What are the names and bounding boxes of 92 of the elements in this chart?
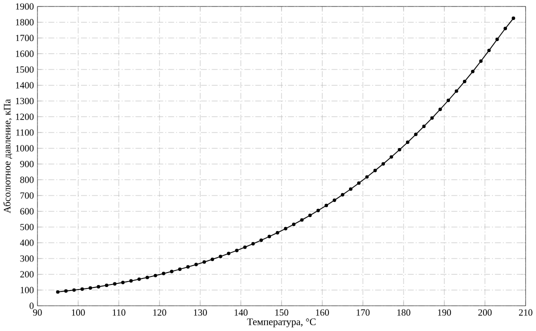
point bbox=[210, 258, 214, 262]
point bbox=[292, 222, 296, 226]
point bbox=[414, 132, 418, 136]
point bbox=[324, 204, 328, 208]
x-tick-label: 140 bbox=[234, 310, 248, 316]
y-tick-label: 1000 bbox=[16, 145, 34, 152]
point bbox=[162, 272, 166, 276]
point bbox=[348, 188, 352, 192]
x-tick-label: 110 bbox=[112, 310, 126, 316]
x-tick-label: 200 bbox=[478, 310, 492, 316]
point bbox=[495, 38, 499, 42]
x-tick-label: 120 bbox=[153, 310, 166, 316]
point bbox=[113, 282, 116, 286]
point bbox=[235, 249, 239, 252]
point bbox=[398, 148, 402, 152]
point bbox=[80, 288, 84, 292]
point bbox=[512, 16, 516, 20]
point bbox=[202, 260, 206, 264]
y-tick-label: 600 bbox=[20, 208, 34, 215]
y-tick-label: 1200 bbox=[16, 114, 34, 120]
point bbox=[129, 279, 133, 283]
point bbox=[178, 268, 182, 272]
x-tick-label: 210 bbox=[519, 310, 532, 316]
y-tick-label: 1800 bbox=[16, 19, 34, 26]
y-tick-label: 400 bbox=[20, 240, 34, 246]
x-tick-label: 190 bbox=[438, 310, 451, 316]
point bbox=[308, 214, 312, 218]
point bbox=[373, 168, 377, 172]
point bbox=[284, 227, 288, 231]
x-tick-label: 100 bbox=[72, 310, 85, 316]
y-axis-title: Абсолютное давление, кПа bbox=[3, 99, 12, 214]
y-tick-label: 100 bbox=[20, 287, 34, 294]
point bbox=[446, 98, 450, 102]
point bbox=[170, 270, 174, 274]
point bbox=[390, 155, 394, 159]
point bbox=[154, 274, 158, 278]
point bbox=[251, 242, 255, 246]
x-tick-label: 180 bbox=[397, 310, 410, 316]
point bbox=[56, 290, 60, 294]
y-tick-label: 1300 bbox=[16, 98, 34, 104]
point bbox=[104, 284, 108, 288]
y-tick-label: 0 bbox=[30, 302, 34, 310]
y-tick-label: 800 bbox=[20, 176, 34, 184]
y-tick-label: 200 bbox=[20, 271, 34, 278]
point bbox=[300, 218, 304, 222]
point bbox=[438, 108, 442, 112]
point bbox=[332, 198, 336, 202]
y-tick-label: 1600 bbox=[16, 50, 34, 58]
point bbox=[121, 280, 125, 284]
point bbox=[422, 124, 426, 128]
point bbox=[226, 252, 230, 256]
point bbox=[316, 208, 320, 212]
point bbox=[487, 48, 491, 52]
y-tick-label: 1700 bbox=[16, 35, 34, 42]
y-tick-label: 900 bbox=[20, 161, 34, 168]
point bbox=[365, 175, 369, 179]
point bbox=[382, 162, 385, 166]
point bbox=[406, 140, 410, 144]
point bbox=[430, 116, 434, 120]
point bbox=[72, 288, 76, 292]
point bbox=[276, 231, 280, 235]
y-tick-label: 1100 bbox=[16, 130, 34, 136]
point bbox=[259, 238, 263, 242]
point bbox=[471, 70, 474, 74]
point bbox=[340, 193, 344, 197]
point bbox=[137, 278, 141, 282]
x-tick-label: 160 bbox=[316, 310, 329, 316]
point bbox=[64, 290, 68, 293]
point bbox=[462, 80, 466, 84]
x-tick-label: 90 bbox=[33, 310, 42, 316]
y-tick-label: 1900 bbox=[16, 4, 34, 10]
point bbox=[479, 60, 483, 64]
point bbox=[243, 246, 247, 250]
x-axis-title: Температура, °C bbox=[247, 318, 316, 328]
x-tick-label: 150 bbox=[275, 310, 288, 316]
point bbox=[88, 286, 92, 290]
y-tick-label: 300 bbox=[20, 256, 34, 262]
y-tick-label: 1500 bbox=[16, 66, 34, 73]
point bbox=[96, 285, 100, 289]
y-tick-label: 1400 bbox=[16, 82, 34, 89]
point bbox=[186, 265, 190, 269]
point bbox=[504, 27, 508, 30]
y-tick-label: 700 bbox=[20, 192, 34, 199]
point bbox=[357, 182, 361, 186]
point bbox=[454, 90, 458, 94]
point bbox=[194, 263, 198, 266]
point bbox=[268, 234, 272, 238]
y-tick-label: 500 bbox=[20, 224, 34, 230]
point bbox=[218, 255, 222, 258]
point bbox=[146, 276, 150, 280]
x-tick-label: 170 bbox=[356, 310, 370, 316]
x-tick-label: 130 bbox=[194, 310, 207, 316]
